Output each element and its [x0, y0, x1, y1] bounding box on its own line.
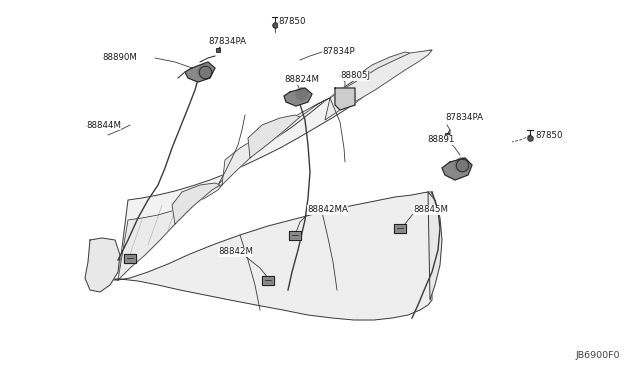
- Text: 88842MA: 88842MA: [307, 205, 348, 215]
- Text: 88845M: 88845M: [413, 205, 448, 215]
- Polygon shape: [118, 50, 432, 280]
- Text: 88891: 88891: [427, 135, 454, 144]
- Polygon shape: [442, 158, 472, 180]
- Text: 88842M: 88842M: [218, 247, 253, 257]
- Text: 87850: 87850: [535, 131, 563, 140]
- Polygon shape: [118, 185, 222, 280]
- Polygon shape: [262, 276, 275, 285]
- Polygon shape: [335, 88, 355, 110]
- Polygon shape: [124, 253, 136, 263]
- Circle shape: [198, 65, 212, 79]
- Text: 87834P: 87834P: [322, 48, 355, 57]
- Polygon shape: [172, 183, 220, 224]
- Polygon shape: [85, 238, 120, 292]
- Text: 88844M: 88844M: [86, 121, 121, 129]
- Text: JB6900F0: JB6900F0: [575, 351, 620, 360]
- Polygon shape: [284, 88, 312, 106]
- Polygon shape: [325, 50, 432, 120]
- Polygon shape: [248, 115, 300, 158]
- Polygon shape: [289, 231, 301, 240]
- Text: 88824M: 88824M: [284, 76, 319, 84]
- Polygon shape: [428, 192, 442, 300]
- Polygon shape: [222, 98, 330, 185]
- Polygon shape: [394, 224, 406, 232]
- Polygon shape: [108, 192, 432, 320]
- Circle shape: [455, 158, 469, 172]
- Text: 88805J: 88805J: [340, 71, 370, 80]
- Text: 87834PA: 87834PA: [208, 38, 246, 46]
- Polygon shape: [358, 52, 410, 78]
- Text: 87850: 87850: [278, 17, 305, 26]
- Text: 87834PA: 87834PA: [445, 113, 483, 122]
- Text: 88890M: 88890M: [102, 54, 137, 62]
- Polygon shape: [185, 62, 215, 82]
- Circle shape: [296, 88, 308, 100]
